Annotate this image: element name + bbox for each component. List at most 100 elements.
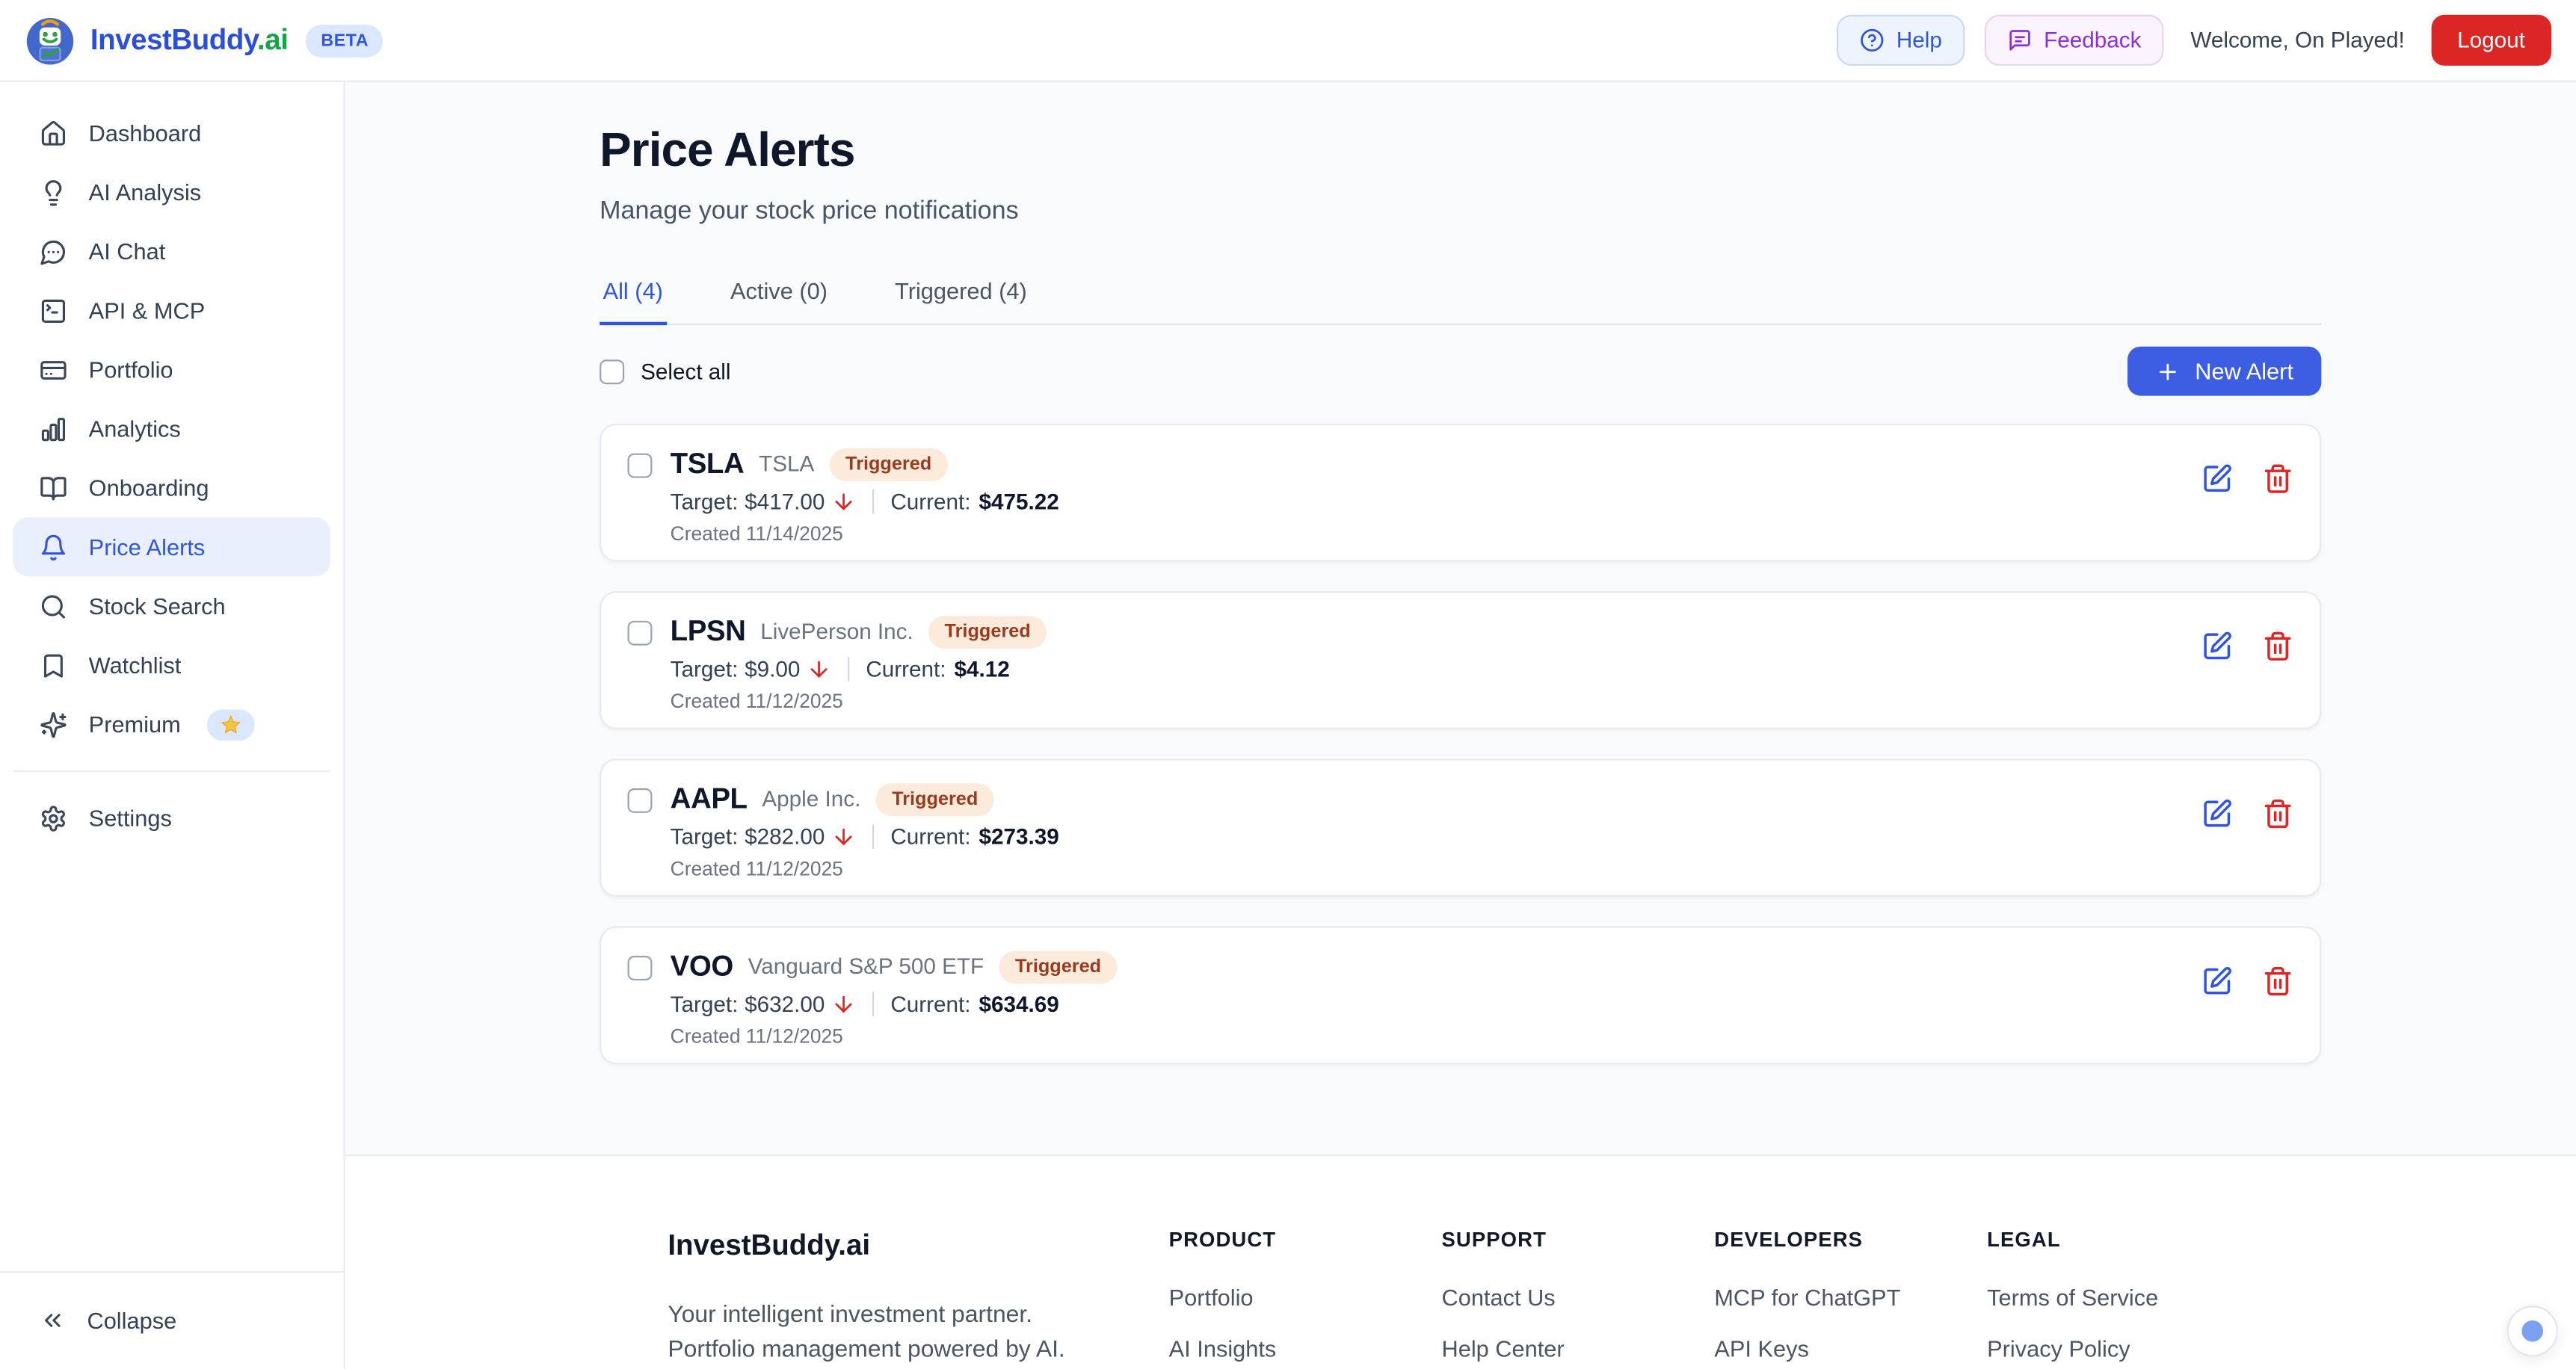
arrow-down-icon [831, 489, 856, 514]
arrow-down-icon [831, 824, 856, 849]
edit-alert-button[interactable] [2201, 965, 2233, 997]
alert-target-value: $632.00 [745, 992, 825, 1017]
sidebar-item-stock-search[interactable]: Stock Search [13, 576, 330, 635]
alert-card: AAPL Apple Inc. Triggered Target: $282.0… [600, 758, 2322, 897]
alert-company-name: TSLA [759, 451, 815, 477]
footer-link-terms-of-service[interactable]: Terms of Service [1987, 1284, 2159, 1311]
bell-icon [40, 533, 67, 560]
sidebar-item-label: Dashboard [88, 120, 202, 146]
tab-active[interactable]: Active (0) [727, 277, 831, 324]
alert-checkbox[interactable] [627, 788, 653, 813]
alert-current-label: Current: [866, 657, 946, 682]
brand-name: InvestBuddy.ai [90, 22, 289, 56]
sidebar-item-onboarding[interactable]: Onboarding [13, 458, 330, 517]
feedback-button[interactable]: Feedback [1985, 14, 2165, 66]
alert-created-date: Created 11/12/2025 [670, 1025, 843, 1048]
alert-current-value: $475.22 [979, 489, 1059, 514]
sidebar-item-premium[interactable]: Premium [13, 695, 330, 754]
delete-alert-button[interactable] [2262, 965, 2293, 997]
footer-column-legal: LEGAL Terms of Service Privacy Policy [1987, 1229, 2260, 1368]
search-icon [40, 592, 67, 619]
sidebar-item-ai-analysis[interactable]: AI Analysis [13, 163, 330, 222]
top-bar: InvestBuddy.ai BETA Help Feedback Welcom… [0, 0, 2576, 82]
help-button[interactable]: Help [1837, 14, 1965, 66]
alert-status-badge: Triggered [875, 782, 995, 816]
sidebar-item-api-mcp[interactable]: API & MCP [13, 281, 330, 340]
edit-alert-button[interactable] [2201, 463, 2233, 495]
sidebar-item-label: Analytics [88, 415, 181, 442]
edit-alert-button[interactable] [2201, 631, 2233, 662]
new-alert-button[interactable]: New Alert [2127, 346, 2322, 396]
sidebar: Dashboard AI Analysis AI Chat API & MCP … [0, 81, 345, 1369]
footer-brand-block: InvestBuddy.ai Your intelligent investme… [668, 1229, 1168, 1368]
divider [872, 489, 875, 514]
arrow-down-icon [831, 992, 856, 1016]
sparkles-icon [40, 711, 67, 738]
alert-status-badge: Triggered [829, 447, 949, 480]
book-open-icon [40, 474, 67, 501]
footer-link-mcp-for-chatgpt[interactable]: MCP for ChatGPT [1714, 1284, 1901, 1311]
alert-target-label: Target: [670, 824, 739, 850]
alerts-tabs: All (4) Active (0) Triggered (4) [600, 277, 2322, 326]
chat-widget-button[interactable] [2506, 1305, 2558, 1356]
sidebar-item-price-alerts[interactable]: Price Alerts [13, 517, 330, 577]
main-area: Price Alerts Manage your stock price not… [345, 82, 2576, 1369]
collapse-sidebar-button[interactable]: Collapse [0, 1270, 344, 1369]
plus-icon [2156, 359, 2181, 383]
welcome-text: Welcome, On Played! [2190, 28, 2405, 53]
footer-link-ai-insights[interactable]: AI Insights [1168, 1335, 1277, 1362]
price-alerts-content: Price Alerts Manage your stock price not… [600, 82, 2322, 1065]
sidebar-item-analytics[interactable]: Analytics [13, 399, 330, 458]
alert-created-date: Created 11/12/2025 [670, 857, 843, 880]
sidebar-item-settings[interactable]: Settings [13, 788, 330, 847]
chevrons-left-icon [40, 1308, 66, 1334]
footer-column-title: PRODUCT [1168, 1228, 1277, 1252]
logout-button[interactable]: Logout [2430, 14, 2552, 66]
select-all-checkbox[interactable] [600, 359, 625, 384]
delete-alert-button[interactable] [2262, 463, 2293, 495]
app-shell: Dashboard AI Analysis AI Chat API & MCP … [0, 81, 2576, 1369]
delete-alert-button[interactable] [2262, 798, 2293, 829]
select-all-control[interactable]: Select all [600, 359, 730, 384]
beta-badge: BETA [306, 23, 383, 57]
footer-link-api-keys[interactable]: API Keys [1714, 1335, 1809, 1362]
sidebar-item-label: API & MCP [88, 297, 206, 324]
alert-checkbox[interactable] [627, 620, 653, 646]
chat-widget-dot-icon [2521, 1320, 2544, 1341]
sidebar-item-watchlist[interactable]: Watchlist [13, 636, 330, 695]
footer-column-developers: DEVELOPERS MCP for ChatGPT API Keys [1714, 1229, 1987, 1368]
brand-group[interactable]: InvestBuddy.ai BETA [25, 15, 383, 66]
alert-status-badge: Triggered [928, 615, 1047, 648]
tab-triggered[interactable]: Triggered (4) [892, 277, 1030, 324]
sidebar-item-label: AI Analysis [88, 179, 202, 205]
footer-link-portfolio[interactable]: Portfolio [1168, 1284, 1254, 1311]
delete-alert-button[interactable] [2262, 631, 2293, 662]
alert-checkbox[interactable] [627, 956, 653, 981]
alert-symbol: LPSN [670, 614, 746, 647]
tab-all[interactable]: All (4) [600, 277, 666, 326]
divider [848, 657, 850, 682]
edit-alert-button[interactable] [2201, 798, 2233, 829]
alert-card: VOO Vanguard S&P 500 ETF Triggered Targe… [600, 926, 2322, 1065]
alert-company-name: Apple Inc. [762, 786, 861, 812]
alert-checkbox[interactable] [627, 453, 653, 478]
page-title: Price Alerts [600, 125, 855, 178]
alert-current-label: Current: [890, 824, 971, 850]
gear-icon [40, 804, 67, 832]
sidebar-divider [13, 770, 330, 772]
sidebar-item-dashboard[interactable]: Dashboard [13, 103, 330, 162]
sidebar-item-portfolio[interactable]: Portfolio [13, 340, 330, 399]
sidebar-item-label: Settings [88, 804, 172, 832]
footer-link-contact-us[interactable]: Contact Us [1441, 1284, 1556, 1311]
sidebar-item-ai-chat[interactable]: AI Chat [13, 222, 330, 281]
help-button-label: Help [1896, 28, 1942, 53]
arrow-down-icon [807, 657, 831, 682]
investbuddy-logo-icon [26, 18, 74, 65]
footer-column-title: DEVELOPERS [1714, 1228, 1864, 1252]
footer-column-title: LEGAL [1987, 1228, 2061, 1252]
alert-created-date: Created 11/14/2025 [670, 522, 843, 546]
alert-current-label: Current: [890, 992, 971, 1017]
page-subtitle: Manage your stock price notifications [600, 197, 1019, 226]
footer-link-help-center[interactable]: Help Center [1441, 1335, 1565, 1362]
footer-link-privacy-policy[interactable]: Privacy Policy [1987, 1335, 2130, 1362]
